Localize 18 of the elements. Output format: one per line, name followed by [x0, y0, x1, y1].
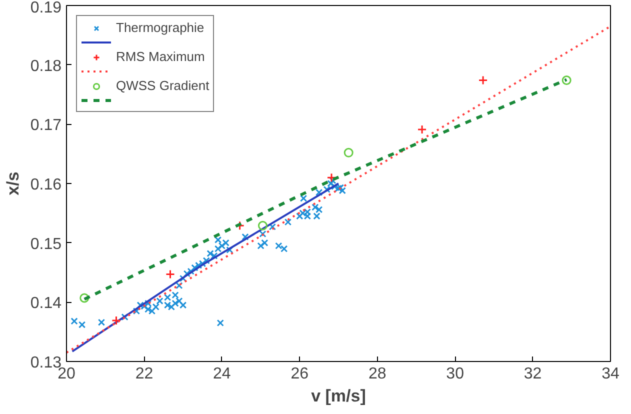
- x-tick-label: 28: [368, 366, 386, 382]
- x-tick-label: 34: [602, 366, 620, 382]
- y-tick-label: 0.15: [30, 236, 62, 253]
- y-tick-label: 0.17: [30, 117, 62, 134]
- y-axis-title: x/s: [3, 172, 22, 196]
- x-tick-label: 22: [135, 366, 154, 382]
- x-tick-label: 24: [213, 366, 231, 382]
- x-axis-title: v [m/s]: [311, 386, 366, 406]
- legend-label: Thermographie: [116, 20, 204, 35]
- x-tick-label: 30: [446, 366, 464, 382]
- y-tick-label: 0.18: [30, 58, 62, 75]
- y-tick-label: 0.14: [30, 295, 62, 312]
- y-tick-label: 0.19: [30, 0, 62, 16]
- x-tick-label: 32: [524, 366, 542, 382]
- x-tick-label: 26: [290, 366, 309, 382]
- legend-label: QWSS Gradient: [116, 78, 210, 93]
- y-tick-label: 0.16: [30, 176, 62, 194]
- legend-label: RMS Maximum: [116, 49, 205, 64]
